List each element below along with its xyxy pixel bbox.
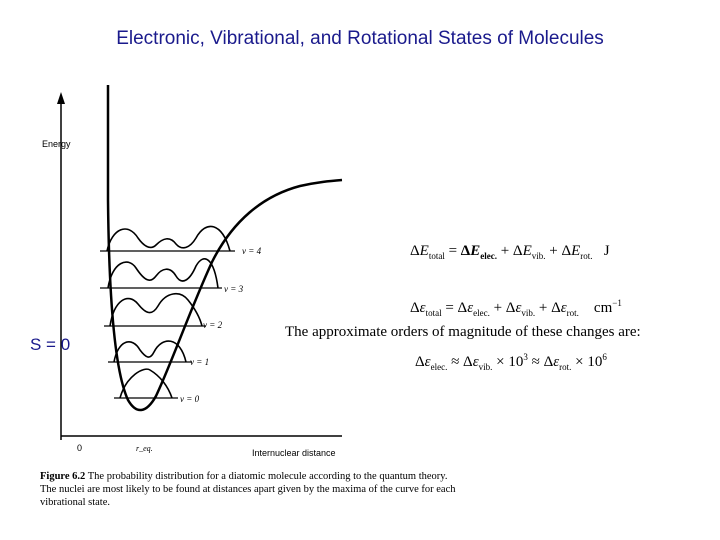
equation-total-energy: ΔEtotal = ΔEelec. + ΔEvib. + ΔErot. J (410, 243, 610, 261)
req-label: r_eq. (136, 444, 153, 453)
exponent-1: 3 (523, 352, 528, 362)
level-label-v0: v = 0 (180, 394, 200, 404)
level-label-v4: v = 4 (242, 246, 262, 256)
factor-2: 10 (587, 354, 603, 370)
state-label: S = 0 (30, 335, 71, 354)
wavenumber-unit: cm (593, 300, 613, 316)
equation-magnitudes: Δεelec. ≈ Δεvib. × 103 ≈ Δεrot. × 106 (415, 352, 607, 372)
level-label-v2: v = 2 (203, 320, 223, 330)
page-title: Electronic, Vibrational, and Rotational … (116, 28, 604, 49)
factor-1: 10 (508, 354, 524, 370)
distance-axis-label: Internuclear distance (252, 448, 336, 458)
wavenumber-exponent: −1 (612, 298, 622, 308)
caption-text: The probability distribution for a diato… (40, 471, 456, 508)
approx-magnitude-text: The approximate orders of magnitude of t… (285, 324, 641, 340)
energy-axis-arrow (57, 92, 65, 104)
potential-curve (106, 85, 343, 412)
energy-axis-label: Energy (42, 139, 71, 149)
figure-number: Figure 6.2 (40, 471, 86, 482)
level-v2 (104, 293, 206, 327)
figure-caption: Figure 6.2 The probability distribution … (40, 470, 465, 509)
level-v0 (114, 368, 178, 399)
energy-unit: J (603, 243, 610, 259)
level-v4 (100, 225, 235, 252)
level-v3 (100, 258, 222, 289)
level-v1 (108, 340, 192, 363)
equation-wavenumber: Δεtotal = Δεelec. + Δεvib. + Δεrot. cm−1 (410, 298, 622, 318)
exponent-2: 6 (602, 352, 607, 362)
level-label-v1: v = 1 (190, 357, 209, 367)
origin-label: 0 (77, 443, 82, 453)
level-label-v3: v = 3 (224, 284, 244, 294)
